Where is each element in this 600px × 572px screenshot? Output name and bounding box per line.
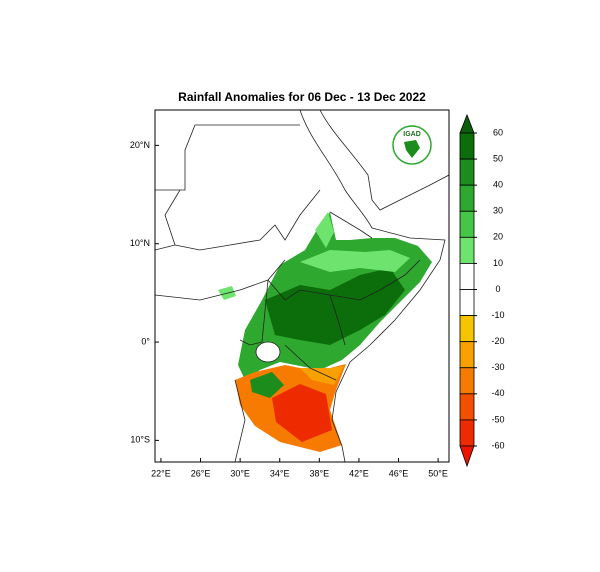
y-tick-label: 20°N [130,140,150,150]
colorbar-tick-label: -10 [491,310,504,320]
colorbar-segment [459,132,475,160]
x-tick-label: 50°E [428,468,448,478]
colorbar-tick-label: -40 [491,388,504,398]
colorbar-segment [459,419,475,447]
colorbar-arrow [459,113,475,134]
dry-anomaly-strong [272,384,332,442]
colorbar-segment [459,367,475,395]
colorbar-tick-label: -20 [491,336,504,346]
colorbar-tick-label: 60 [493,127,503,137]
colorbar-segment [459,210,475,238]
map-area [155,110,449,462]
coastline [319,110,449,211]
colorbar-tick-label: 30 [493,206,503,216]
colorbar-arrow [459,445,475,468]
map-frame [154,109,450,463]
coastline [299,110,446,462]
colorbar-segment [459,236,475,264]
colorbar-segment [459,158,475,186]
x-tick-label: 22°E [151,468,171,478]
wet-patch [250,372,284,398]
map-title: Rainfall Anomalies for 06 Dec - 13 Dec 2… [178,90,426,104]
wet-anomaly-light [300,250,410,272]
colorbar-tick-label: 0 [495,284,500,294]
colorbar-tick-label: 50 [493,153,503,163]
y-tick-label: 10°S [130,435,150,445]
x-tick-label: 46°E [389,468,409,478]
colorbar-segment [459,315,475,343]
colorbar-segment [459,184,475,212]
lake-victoria [255,341,281,363]
wet-anomaly-strong [265,268,405,345]
x-tick-label: 34°E [270,468,290,478]
colorbar-segment [459,289,475,316]
x-tick-label: 38°E [310,468,330,478]
country-borders [155,124,421,462]
logo-icon [404,140,420,158]
wet-anomaly-light [315,212,334,248]
colorbar-segment [459,263,475,290]
colorbar-tick-label: -60 [491,440,504,450]
logo: IGAD [392,125,432,165]
y-tick-label: 0° [141,336,150,346]
x-tick-label: 26°E [191,468,211,478]
logo-text: IGAD [403,131,421,138]
x-tick-label: 30°E [230,468,250,478]
colorbar-segment [459,393,475,421]
dry-anomaly-light [300,366,344,385]
colorbar-tick-label: 20 [493,232,503,242]
y-tick-label: 10°N [130,238,150,248]
colorbar-tick-label: 10 [493,258,503,268]
colorbar-tick-label: 40 [493,180,503,190]
colorbar-tick-label: -30 [491,362,504,372]
colorbar-tick-label: -50 [491,414,504,424]
colorbar-segment [459,341,475,369]
x-tick-label: 42°E [349,468,369,478]
